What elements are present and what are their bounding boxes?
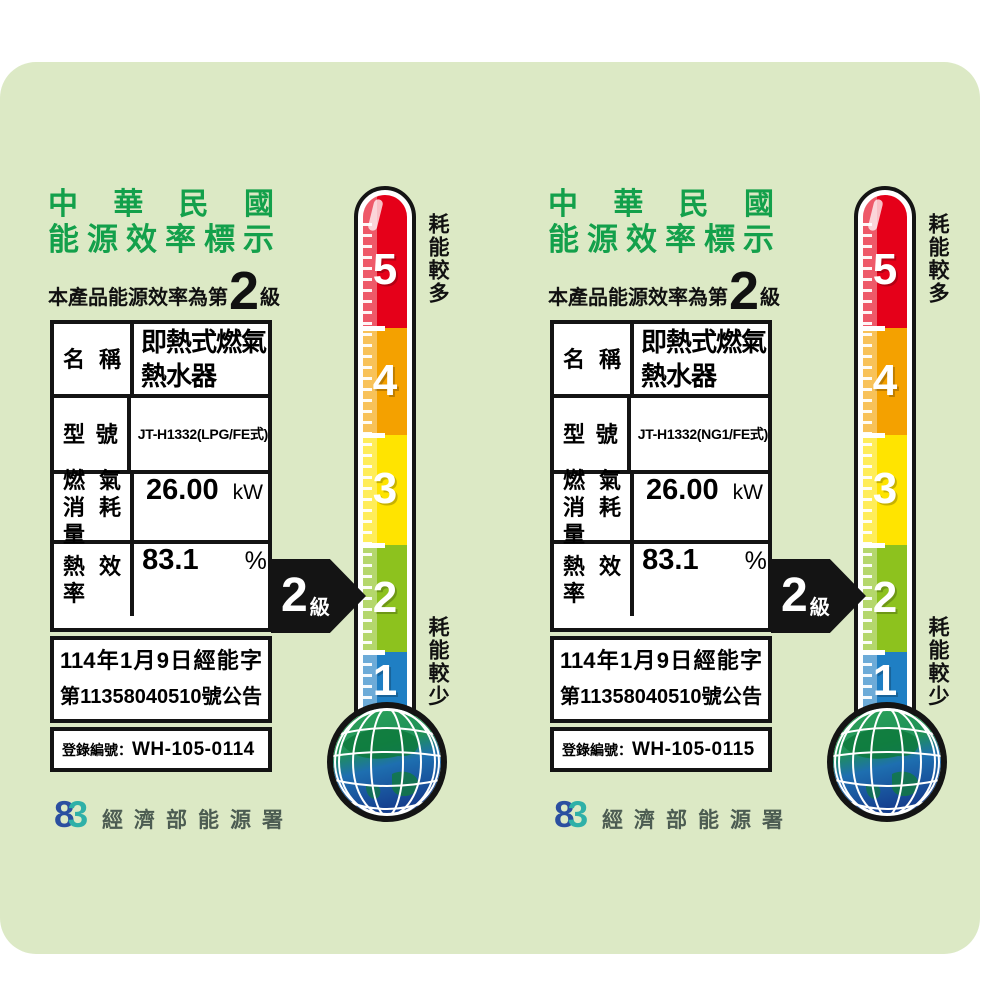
title-line1: 中華民國: [48, 188, 274, 221]
gas-label-line1: 燃氣: [63, 467, 121, 493]
label-title: 中華民國 能源效率標示: [548, 186, 774, 257]
globe-icon: [327, 702, 447, 822]
registration-number: WH-105-0114: [132, 738, 255, 760]
scale-number-1: 1: [372, 656, 398, 705]
table-row-efficiency: 熱效率 83.1 %: [554, 544, 768, 616]
tick-marks: [863, 223, 872, 706]
table-row-gas: 燃氣 消耗量 26.00 kW: [54, 468, 268, 547]
grade-number: 2: [729, 261, 760, 321]
statement-suffix: 級: [260, 287, 281, 309]
efficiency-grade-statement: 本產品能源效率為第 2 級: [48, 254, 281, 321]
grade-arrow: 2 級: [271, 559, 366, 633]
registration-label: 登錄編號：: [562, 741, 632, 758]
low-consumption-text: 耗能較少: [926, 616, 949, 708]
efficiency-label: 熱效率: [63, 554, 121, 606]
registration-box: 登錄編號： WH-105-0115: [550, 727, 772, 772]
product-name-line1: 即熱式燃氣: [141, 327, 267, 357]
statement-suffix: 級: [760, 287, 781, 309]
scale-number-3: 3: [872, 464, 898, 513]
announcement-box: 114年1月9日經能字 第11358040510號公告: [50, 636, 272, 723]
table-row-efficiency: 熱效率 83.1 %: [54, 544, 268, 616]
label-title: 中華民國 能源效率標示: [48, 186, 274, 257]
announcement-box: 114年1月9日經能字 第11358040510號公告: [550, 636, 772, 723]
product-name-line1: 即熱式燃氣: [641, 327, 767, 357]
efficiency-label: 熱效率: [563, 554, 621, 606]
efficiency-grade-statement: 本產品能源效率為第 2 級: [548, 254, 781, 321]
announcement-line2: 第11358040510號公告: [560, 686, 762, 708]
gas-label-line1: 燃氣: [563, 467, 621, 493]
scale-number-2: 2: [872, 573, 898, 622]
grade-arrow: 2 級: [771, 559, 866, 633]
table-row-name: 名稱 即熱式燃氣 熱水器: [54, 324, 268, 398]
announcement-line1: 114年1月9日經能字: [60, 648, 262, 673]
label-panel-left: 中華民國 能源效率標示 本產品能源效率為第 2 級 名稱 即熱式燃氣 熱水器 型…: [48, 186, 449, 835]
gas-value: 26.00: [146, 474, 219, 506]
scale-number-3: 3: [372, 464, 398, 513]
model-label: 型號: [563, 421, 618, 447]
grade-arrow-suffix: 級: [309, 596, 330, 619]
table-row-model: 型號 JT-H1332(LPG/FE式): [54, 398, 268, 474]
title-line2: 能源效率標示: [48, 222, 274, 257]
table-row-name: 名稱 即熱式燃氣 熱水器: [554, 324, 768, 398]
energy-bureau-logo-icon: 83: [554, 794, 589, 835]
announcement-line1: 114年1月9日經能字: [560, 648, 762, 673]
efficiency-value: 83.1: [142, 544, 199, 576]
agency-name: 經濟部能源署: [102, 809, 294, 832]
registration-number: WH-105-0115: [632, 738, 755, 760]
product-name-line2: 熱水器: [641, 361, 717, 391]
announcement-line2: 第11358040510號公告: [60, 686, 262, 708]
title-line2: 能源效率標示: [548, 222, 774, 257]
scale-number-5: 5: [372, 245, 398, 294]
info-table: 名稱 即熱式燃氣 熱水器 型號 JT-H1332(LPG/FE式) 燃氣 消耗量…: [50, 320, 272, 632]
tick-marks: [363, 223, 372, 706]
scale-number-4: 4: [372, 356, 398, 405]
table-row-gas: 燃氣 消耗量 26.00 kW: [554, 468, 768, 547]
globe-icon: [827, 702, 947, 822]
high-consumption-text: 耗能較多: [426, 213, 449, 305]
name-label: 名稱: [563, 346, 621, 372]
grade-arrow-number: 2: [281, 569, 308, 622]
grade-number: 2: [229, 261, 260, 321]
agency-name: 經濟部能源署: [602, 809, 794, 832]
model-value: JT-H1332(NG1/FE式): [637, 426, 769, 442]
efficiency-unit: %: [744, 547, 767, 575]
gas-label-line2: 消耗量: [563, 494, 621, 547]
gas-unit: kW: [232, 481, 263, 504]
scale-number-1: 1: [872, 656, 898, 705]
gas-label-line2: 消耗量: [63, 494, 121, 547]
efficiency-unit: %: [244, 547, 267, 575]
energy-bureau-logo-icon: 83: [54, 794, 89, 835]
low-consumption-text: 耗能較少: [426, 616, 449, 708]
grade-arrow-suffix: 級: [809, 596, 830, 619]
model-label: 型號: [63, 421, 118, 447]
scale-number-2: 2: [372, 573, 398, 622]
gas-value: 26.00: [646, 474, 719, 506]
scale-number-4: 4: [872, 356, 898, 405]
table-row-model: 型號 JT-H1332(NG1/FE式): [554, 398, 768, 474]
product-name-line2: 熱水器: [141, 361, 217, 391]
scale-number-5: 5: [872, 245, 898, 294]
thermometer: 5 4 3 2 1: [854, 186, 916, 716]
gas-unit: kW: [732, 481, 763, 504]
statement-prefix: 本產品能源效率為第: [548, 287, 728, 309]
info-table: 名稱 即熱式燃氣 熱水器 型號 JT-H1332(NG1/FE式) 燃氣 消耗量…: [550, 320, 772, 632]
efficiency-value: 83.1: [642, 544, 699, 576]
registration-label: 登錄編號：: [62, 741, 132, 758]
statement-prefix: 本產品能源效率為第: [48, 287, 228, 309]
grade-arrow-number: 2: [781, 569, 808, 622]
thermometer: 5 4 3 2 1: [354, 186, 416, 716]
label-panel-right: 中華民國 能源效率標示 本產品能源效率為第 2 級 名稱 即熱式燃氣 熱水器 型…: [500, 0, 1000, 1000]
high-consumption-text: 耗能較多: [926, 213, 949, 305]
name-label: 名稱: [63, 346, 121, 372]
model-value: JT-H1332(LPG/FE式): [137, 426, 269, 442]
registration-box: 登錄編號： WH-105-0114: [50, 727, 272, 772]
title-line1: 中華民國: [548, 188, 774, 221]
